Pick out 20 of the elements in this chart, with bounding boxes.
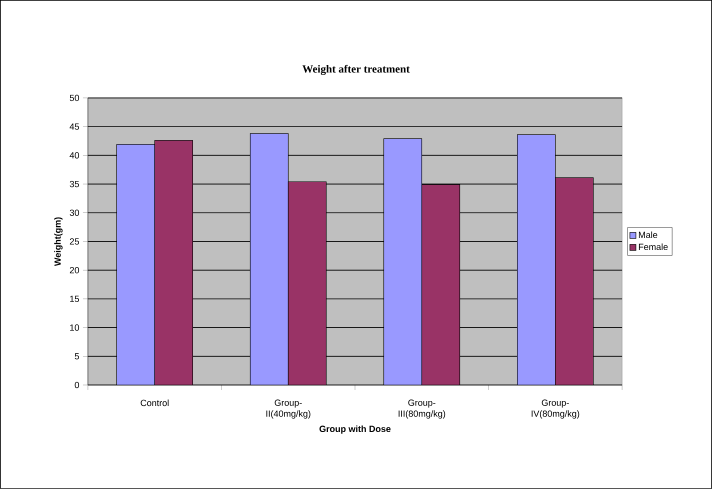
y-tick-label: 0 — [74, 382, 80, 388]
x-tick-label: Group-III(80mg/kg) — [398, 400, 446, 419]
legend-label: Female — [638, 243, 668, 250]
y-tick-label: 50 — [70, 94, 80, 102]
x-tick-label: Group-II(40mg/kg) — [266, 400, 310, 419]
x-axis-title: Group with Dose — [320, 425, 391, 434]
y-tick-label: 25 — [70, 238, 80, 245]
y-tick-label: 45 — [70, 124, 80, 130]
y-tick-label: 15 — [70, 296, 80, 302]
y-tick-label: 35 — [70, 180, 80, 188]
x-tick-label: Control — [140, 400, 169, 406]
x-tick-label: Group-IV(80mg/kg) — [532, 400, 580, 419]
y-tick-label: 5 — [74, 353, 80, 360]
y-tick-label: 30 — [70, 210, 80, 216]
chart-title: Weight after treatment — [302, 64, 410, 76]
y-tick-label: 10 — [70, 324, 80, 331]
legend-label: Male — [638, 231, 658, 238]
y-tick-label: 20 — [70, 267, 80, 274]
y-tick-label: 40 — [70, 152, 80, 159]
y-axis-title: Weight(gm) — [54, 217, 63, 266]
